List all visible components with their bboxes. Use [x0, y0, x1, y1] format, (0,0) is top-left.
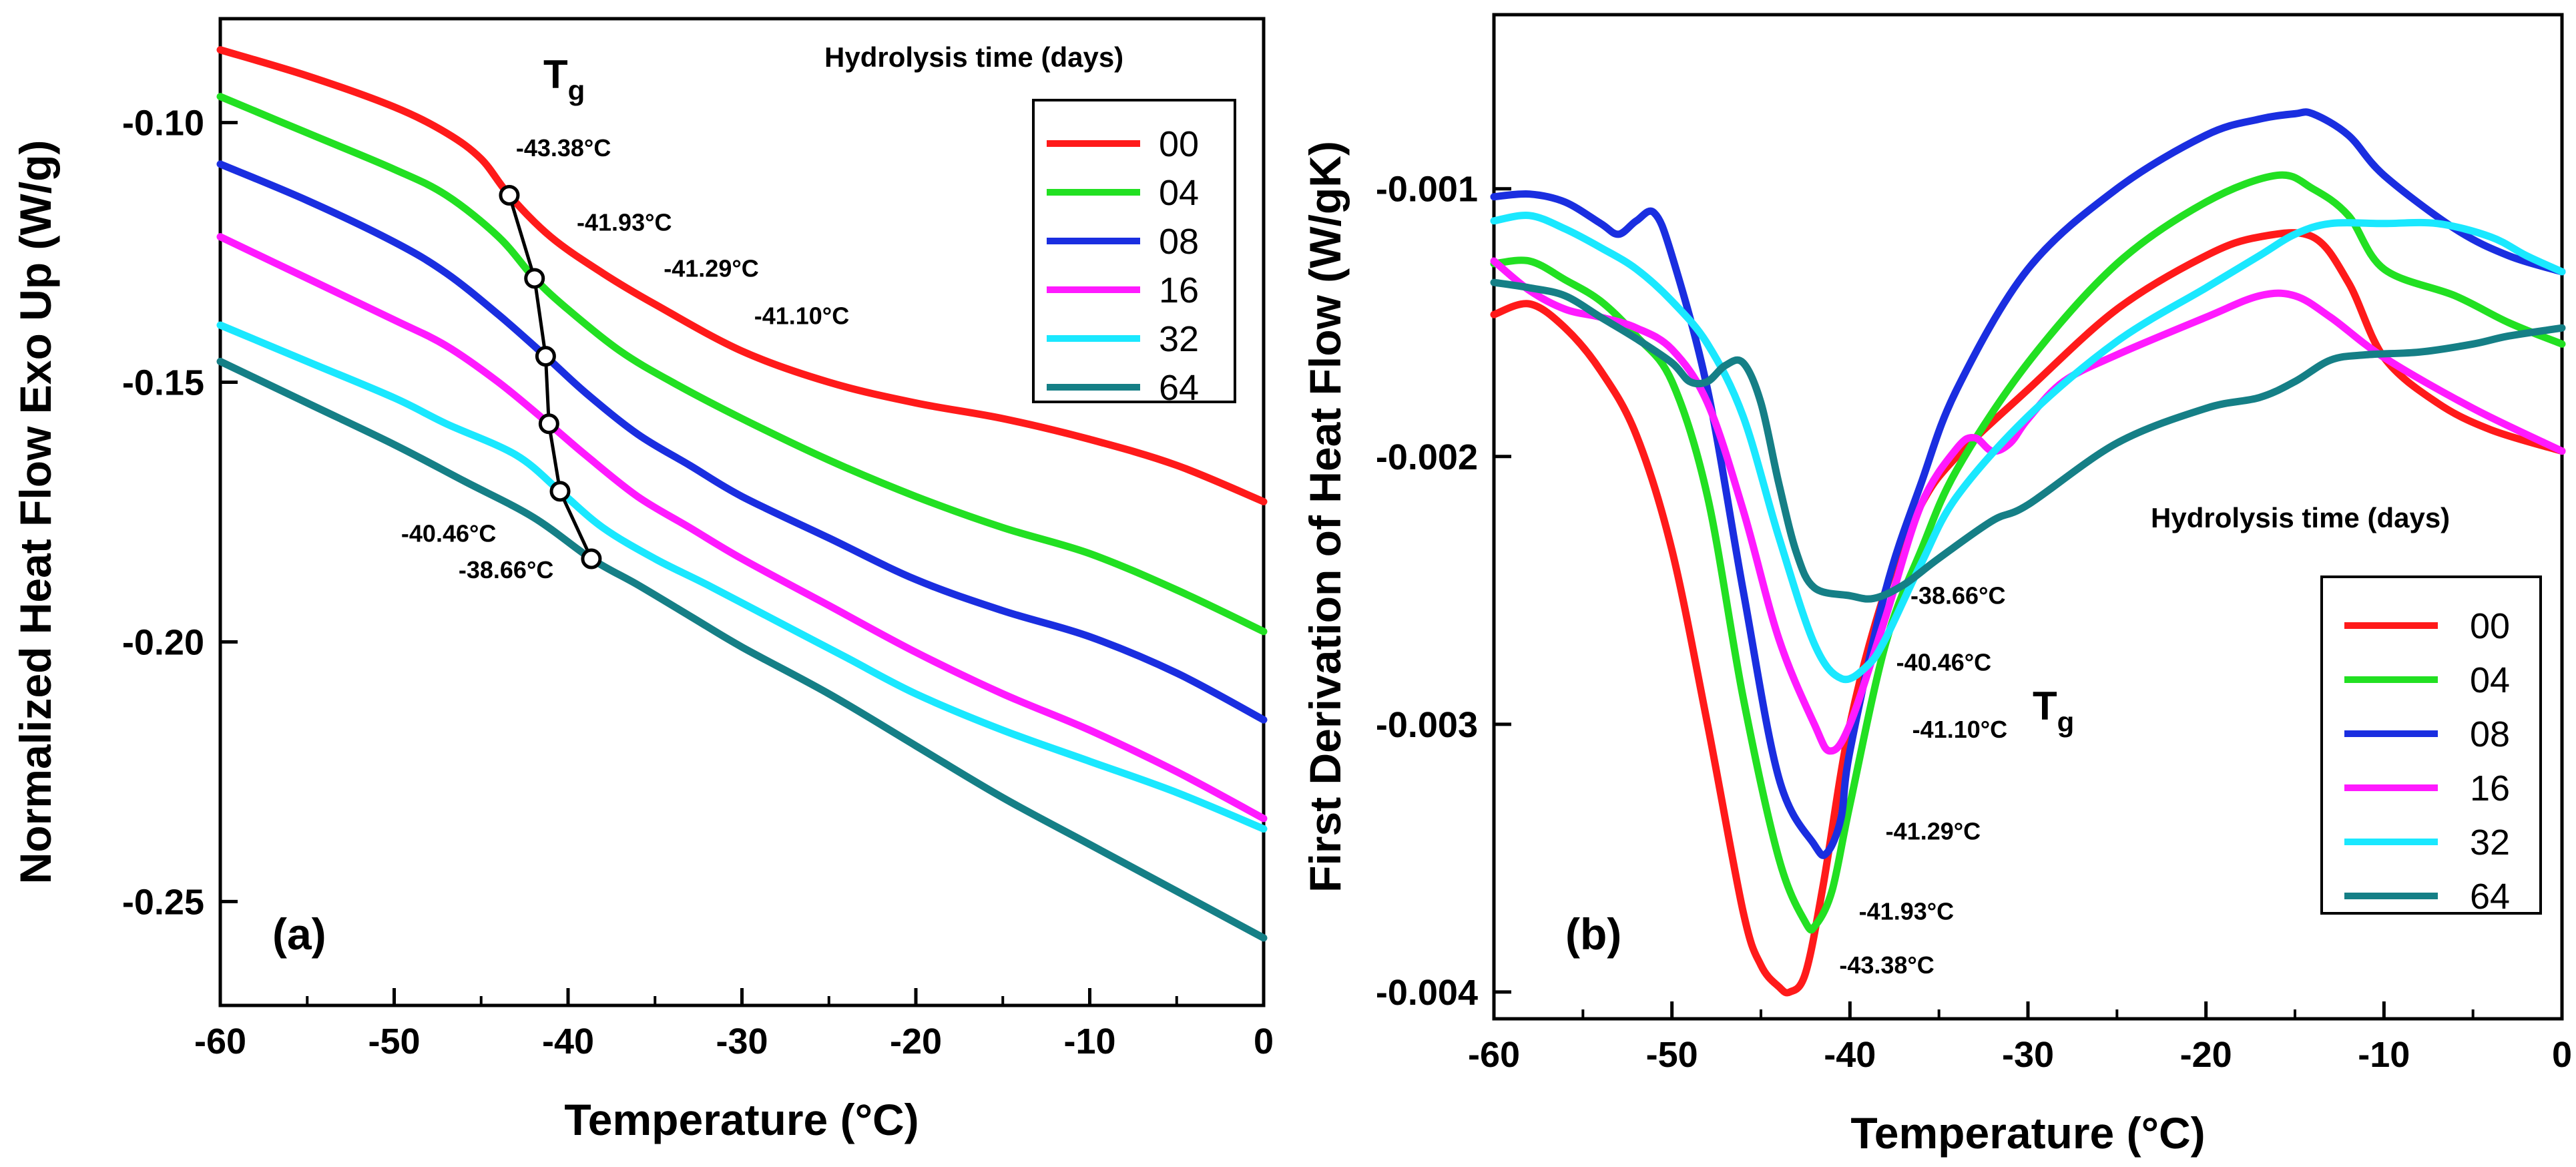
legend-label-a-00: 00: [1159, 124, 1199, 164]
y-tick-label-a-3: -0.25: [122, 882, 204, 922]
tg-marker-3: [538, 413, 559, 435]
legend-label-b-00: 00: [2470, 606, 2510, 646]
x-axis-title-a: Temperature (°C): [564, 1095, 919, 1144]
annotation-a-1: -41.93°C: [577, 208, 672, 236]
legend-label-a-04: 04: [1159, 173, 1199, 213]
legend-title-b: Hydrolysis time (days): [2151, 502, 2450, 533]
tg-markers: [499, 184, 602, 569]
y-tick-label-b-2: -0.003: [1376, 705, 1478, 745]
series-lines-b: [1490, 108, 2566, 997]
annotation-a-2: -41.29°C: [664, 255, 758, 282]
annotation-b-2: -41.10°C: [1912, 716, 2007, 743]
tg-connector-line: [507, 194, 593, 560]
ticks-b: -60 -50 -40 -30 -20 -10 0 -0.001 -0.002 -0.003 -0.…: [1376, 170, 2572, 1075]
annotation-b-1: -40.46°C: [1896, 649, 1991, 676]
x-tick-label-b-4: -20: [2180, 1035, 2232, 1075]
legend-label-a-64: 64: [1159, 368, 1199, 408]
legend-label-b-08: 08: [2470, 714, 2510, 754]
tg-title-main-a: T: [543, 52, 568, 97]
legend-title-a: Hydrolysis time (days): [824, 41, 1123, 73]
tg-marker-4: [549, 481, 571, 502]
legend-label-a-16: 16: [1159, 270, 1199, 310]
x-tick-label-a-1: -50: [368, 1021, 420, 1062]
series-lines-a: [216, 46, 1268, 942]
legend-label-b-16: 16: [2470, 768, 2510, 808]
y-tick-label-a-2: -0.20: [122, 622, 204, 662]
ticks-a: -60 -50 -40 -30 -20 -10 0 -0.10 -0.15 -0.20 -0.25: [122, 103, 1274, 1062]
x-axis-title-b: Temperature (°C): [1850, 1108, 2205, 1158]
y-tick-label-b-3: -0.004: [1376, 973, 1478, 1013]
legend-label-b-64: 64: [2470, 877, 2510, 917]
panel-a: -60 -50 -40 -30 -20 -10 0-0.10-0.15-0.20-0.25 …: [11, 17, 1274, 1144]
legend-box-b: [2320, 575, 2542, 915]
series-line-a-16: [216, 233, 1268, 823]
tg-marker-5: [581, 548, 602, 569]
series-line-b-16: [1490, 257, 2566, 755]
series-line-b-04: [1490, 171, 2566, 934]
annotation-b-3: -41.29°C: [1886, 817, 1981, 845]
annotation-a-0: -43.38°C: [516, 134, 611, 162]
series-line-a-32: [216, 321, 1268, 833]
series-line-b-32: [1490, 212, 2566, 684]
y-tick-label-b-1: -0.002: [1376, 437, 1478, 477]
x-tick-label-b-5: -10: [2358, 1035, 2410, 1075]
tg-title-sub-b: g: [2057, 706, 2075, 738]
x-tick-label-b-0: -60: [1468, 1035, 1520, 1075]
tg-title-sub-a: g: [568, 75, 585, 106]
panel-label-a: (a): [272, 909, 326, 959]
x-tick-label-a-0: -60: [194, 1021, 246, 1062]
x-tick-label-b-2: -40: [1824, 1035, 1876, 1075]
series-line-a-08: [216, 160, 1268, 724]
y-tick-label-a-0: -0.10: [122, 103, 204, 144]
annotation-b-4: -41.93°C: [1859, 898, 1954, 925]
x-tick-label-a-5: -10: [1063, 1021, 1115, 1062]
x-tick-label-b-1: -50: [1646, 1035, 1698, 1075]
annotation-b-5: -43.38°C: [1839, 951, 1934, 979]
x-tick-label-b-3: -30: [2002, 1035, 2054, 1075]
legend-b: 00 04 08 16 32 64: [2344, 606, 2510, 917]
x-tick-label-a-3: -30: [716, 1021, 768, 1062]
annotation-a-3: -41.10°C: [754, 302, 849, 329]
tg-marker-1: [524, 268, 545, 289]
panel-b: -60 -50 -40 -30 -20 -10 0 -0.001 -0.002 -0.003 -0.…: [1300, 13, 2572, 1158]
y-axis-title-b: First Derivation of Heat Flow (W/gK): [1300, 141, 1350, 893]
legend-a: 00 04 08 16 32 64: [1047, 124, 1199, 408]
panel-label-b: (b): [1565, 909, 1621, 959]
annotation-b-0: -38.66°C: [1910, 581, 2005, 609]
x-tick-label-a-6: 0: [1254, 1021, 1274, 1062]
tg-title-main-b: T: [2033, 684, 2057, 728]
annotation-a-4: -40.46°C: [401, 519, 496, 547]
legend-label-b-04: 04: [2470, 660, 2510, 700]
legend-label-b-32: 32: [2470, 823, 2510, 863]
tg-marker-0: [499, 184, 520, 206]
annotation-a-5: -38.66°C: [459, 556, 553, 584]
x-tick-label-a-2: -40: [542, 1021, 594, 1062]
tg-title-b: Tg: [2033, 684, 2074, 738]
y-axis-title-a: Normalized Heat Flow Exo Up (W/g): [11, 140, 60, 885]
series-line-a-00: [216, 46, 1268, 505]
series-line-a-64: [216, 357, 1268, 942]
series-line-b-64: [1490, 278, 2566, 603]
y-tick-label-a-1: -0.15: [122, 363, 204, 403]
y-tick-label-b-0: -0.001: [1376, 170, 1478, 210]
tg-title-a: Tg: [543, 52, 585, 106]
x-tick-label-b-6: 0: [2552, 1035, 2572, 1075]
legend-box-a: [1032, 99, 1236, 403]
series-line-a-04: [216, 93, 1268, 636]
legend-label-a-08: 08: [1159, 222, 1199, 262]
x-tick-label-a-4: -20: [890, 1021, 942, 1062]
legend-label-a-32: 32: [1159, 319, 1199, 359]
tg-marker-2: [535, 346, 556, 367]
